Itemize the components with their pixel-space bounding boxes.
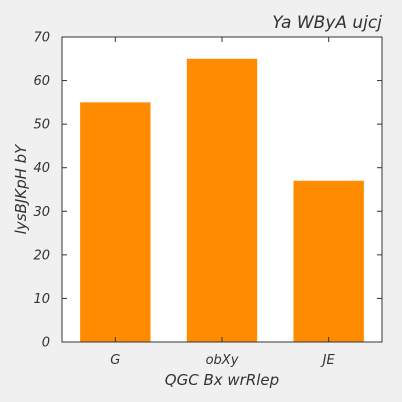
y-tick-label: 70 [33,31,50,46]
bar-1 [186,58,258,343]
y-axis-label: lysBJKpH bY [12,143,30,235]
y-tick-label: 30 [33,205,50,220]
bar-0 [80,102,151,342]
chart-title: Ya WByA ujcj [272,13,382,33]
y-tick-label: 10 [33,292,50,307]
bar-2 [293,180,364,342]
y-tick-label: 50 [33,118,50,133]
y-axis-ticks: 0 10 20 30 40 50 60 70 [33,31,382,351]
x-tick-label: obXy [206,353,239,368]
x-tick-label: G [110,353,120,368]
y-tick-label: 40 [33,161,50,176]
x-axis-label: QGC Bx wrRlep [165,371,279,389]
bars-group [80,58,364,343]
y-tick-label: 60 [33,74,50,89]
y-tick-label: 20 [33,248,50,263]
x-tick-label: JE [320,353,336,368]
y-tick-label: 0 [42,336,50,351]
